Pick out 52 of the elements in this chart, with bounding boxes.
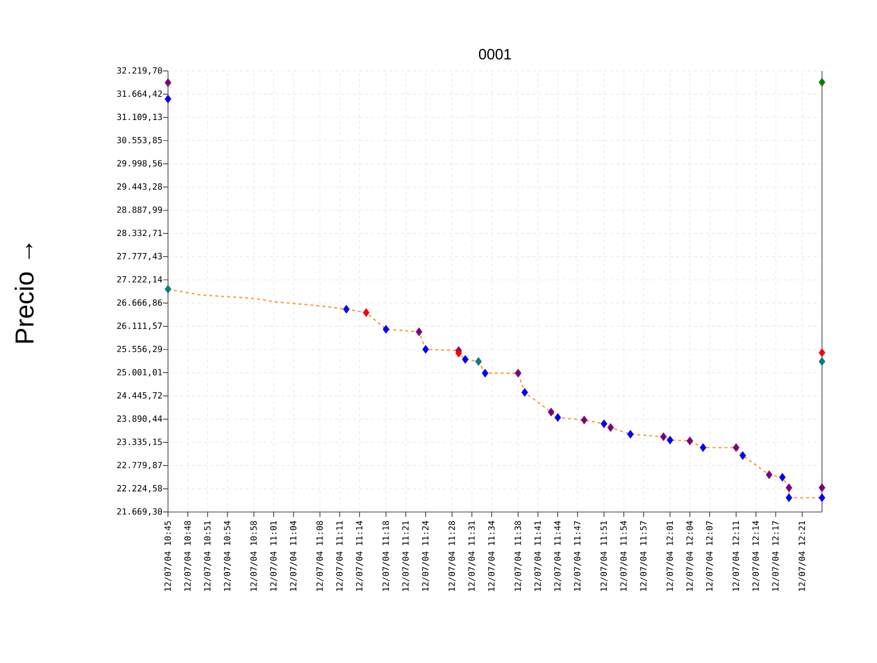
x-tick-label: 12/07/04 11:34 bbox=[488, 520, 496, 591]
x-tick-label: 12/07/04 10:48 bbox=[184, 521, 192, 591]
y-tick-label: 24.445,72 bbox=[117, 392, 162, 400]
y-tick-label: 29.998,56 bbox=[117, 160, 162, 168]
x-tick-label: 12/07/04 12:07 bbox=[706, 521, 714, 591]
x-tick-label: 12/07/04 10:58 bbox=[250, 521, 258, 591]
x-tick-label: 12/07/04 11:01 bbox=[270, 521, 278, 591]
x-tick-label: 12/07/04 10:51 bbox=[204, 521, 212, 591]
x-tick-label: 12/07/04 11:21 bbox=[402, 521, 410, 591]
y-tick-label: 27.777,43 bbox=[117, 252, 162, 260]
x-tick-label: 12/07/04 12:01 bbox=[666, 521, 674, 591]
x-tick-label: 12/07/04 11:08 bbox=[316, 521, 324, 591]
y-tick-label: 28.332,71 bbox=[117, 230, 162, 238]
x-tick-label: 12/07/04 11:54 bbox=[620, 520, 628, 591]
x-tick-label: 12/07/04 11:51 bbox=[600, 521, 608, 591]
x-tick-label: 12/07/04 11:14 bbox=[356, 520, 364, 591]
y-tick-label: 22.779,87 bbox=[117, 462, 162, 470]
x-tick-label: 12/07/04 11:57 bbox=[640, 521, 648, 591]
y-tick-label: 31.109,13 bbox=[117, 114, 162, 122]
y-tick-label: 32.219,70 bbox=[117, 67, 162, 75]
x-tick-label: 12/07/04 12:11 bbox=[732, 521, 740, 591]
y-axis-title: Precio → bbox=[14, 244, 34, 343]
x-tick-label: 12/07/04 11:38 bbox=[514, 521, 522, 591]
x-tick-label: 12/07/04 10:54 bbox=[224, 520, 231, 591]
x-tick-label: 12/07/04 11:44 bbox=[554, 520, 562, 591]
y-tick-label: 31.664,42 bbox=[117, 90, 162, 98]
chart-title: 0001 bbox=[478, 48, 511, 60]
x-tick-label: 12/07/04 12:21 bbox=[798, 521, 806, 591]
x-tick-label: 12/07/04 10:45 bbox=[164, 521, 172, 591]
x-tick-label: 12/07/04 11:41 bbox=[534, 521, 542, 591]
x-tick-label: 12/07/04 12:17 bbox=[772, 521, 780, 591]
y-tick-label: 27.222,14 bbox=[117, 276, 162, 284]
y-tick-label: 30.553,85 bbox=[117, 136, 162, 144]
y-tick-label: 28.887,99 bbox=[117, 206, 162, 214]
x-tick-label: 12/07/04 11:04 bbox=[290, 520, 298, 591]
x-tick-label: 12/07/04 11:28 bbox=[448, 521, 456, 591]
y-tick-label: 29.443,28 bbox=[117, 183, 162, 191]
x-tick-label: 12/07/04 12:04 bbox=[686, 520, 694, 591]
y-tick-label: 26.111,57 bbox=[117, 322, 162, 330]
x-tick-label: 12/07/04 11:31 bbox=[468, 521, 476, 591]
x-tick-label: 12/07/04 11:24 bbox=[422, 520, 430, 591]
y-tick-label: 23.890,44 bbox=[117, 415, 162, 423]
x-tick-label: 12/07/04 11:18 bbox=[382, 521, 390, 591]
y-tick-label: 23.335,15 bbox=[117, 438, 162, 446]
x-tick-label: 12/07/04 11:47 bbox=[574, 521, 582, 591]
y-tick-label: 21.669,30 bbox=[117, 508, 162, 516]
y-tick-label: 25.556,29 bbox=[117, 346, 162, 354]
y-tick-label: 22.224,58 bbox=[117, 485, 162, 493]
y-tick-label: 25.001,01 bbox=[117, 368, 162, 376]
x-tick-label: 12/07/04 11:11 bbox=[336, 521, 344, 591]
y-tick-label: 26.666,86 bbox=[117, 299, 162, 307]
x-tick-label: 12/07/04 12:14 bbox=[752, 520, 760, 591]
